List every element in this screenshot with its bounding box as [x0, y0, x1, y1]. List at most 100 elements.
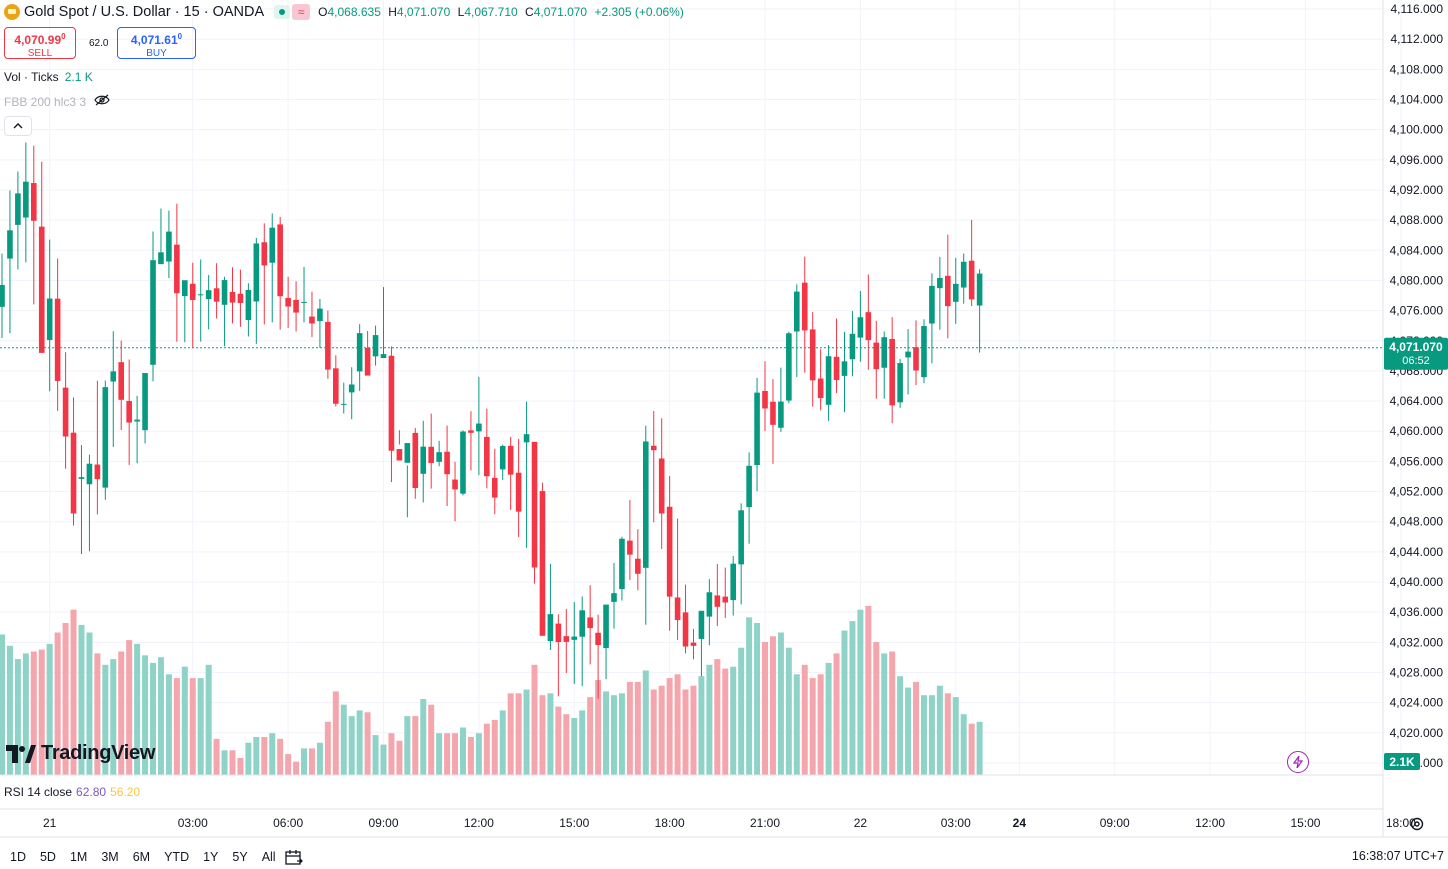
candle — [293, 281, 299, 332]
range-6m[interactable]: 6M — [132, 850, 151, 864]
time-tick-label: 09:00 — [368, 816, 398, 830]
range-5y[interactable]: 5Y — [232, 850, 248, 864]
volume-bar — [849, 621, 856, 775]
candle-body — [356, 333, 363, 372]
candle-body — [555, 623, 562, 643]
candle — [86, 454, 93, 552]
candle — [301, 266, 307, 323]
volume-bar — [78, 624, 85, 775]
lightning-icon[interactable] — [1287, 751, 1309, 773]
volume-bar — [809, 678, 816, 775]
candle-body — [921, 326, 927, 378]
candle-body — [547, 614, 554, 642]
go-to-date-icon[interactable] — [283, 847, 305, 867]
candle-body — [348, 384, 355, 393]
volume-bar — [754, 623, 761, 775]
volume-bar — [237, 757, 244, 775]
candle — [364, 331, 371, 376]
range-1d[interactable]: 1D — [10, 850, 26, 864]
candle-body — [460, 431, 466, 494]
volume-bar — [110, 659, 117, 775]
candle-body — [197, 294, 204, 296]
collapse-legend-button[interactable] — [4, 116, 32, 136]
candle-body — [619, 538, 625, 590]
range-5d[interactable]: 5D — [39, 850, 56, 864]
range-all[interactable]: All — [261, 850, 276, 864]
candle-body — [158, 252, 164, 265]
candle-body — [674, 597, 681, 621]
candle-body — [690, 642, 697, 646]
candle-body — [54, 298, 61, 381]
candle — [468, 411, 474, 471]
candle — [905, 328, 911, 395]
candle — [873, 320, 880, 399]
volume-bar — [889, 651, 896, 775]
range-1y[interactable]: 1Y — [203, 850, 219, 864]
chevron-up-icon — [13, 123, 23, 129]
settings-gear-icon[interactable] — [1408, 815, 1426, 833]
volume-legend[interactable]: Vol · Ticks 2.1 K — [4, 70, 93, 84]
candle-body — [960, 261, 967, 288]
price-tick-label: 4,036.000 — [1390, 605, 1444, 619]
volume-bar — [22, 653, 29, 775]
volume-bar — [38, 649, 45, 775]
volume-bar — [269, 733, 276, 775]
price-tick-label: 4,104.000 — [1390, 93, 1444, 107]
volume-bar — [769, 636, 776, 775]
range-1m[interactable]: 1M — [69, 850, 88, 864]
candle-body — [94, 464, 101, 480]
candle-body — [340, 403, 347, 405]
volume-bar — [968, 723, 975, 775]
rsi-legend[interactable]: RSI 14 close 62.80 56.20 — [4, 785, 140, 799]
candle-body — [825, 356, 832, 405]
volume-bar — [936, 685, 943, 775]
candle-body — [523, 434, 530, 443]
range-3m[interactable]: 3M — [101, 850, 119, 864]
candle — [770, 379, 776, 464]
buy-button[interactable]: 4,071.610 BUY — [117, 27, 196, 59]
volume-bar — [118, 651, 125, 775]
fbb-legend[interactable]: FBB 200 hlc3 3 — [4, 94, 110, 109]
tradingview-watermark[interactable]: TradingView — [6, 742, 155, 765]
candle — [62, 352, 69, 469]
candle-body — [182, 280, 188, 297]
volume-bar — [873, 642, 880, 775]
price-change: +2.305 (+0.06%) — [594, 5, 684, 19]
candle — [356, 324, 363, 391]
symbol-title[interactable]: Gold Spot / U.S. Dollar · 15 · OANDA — [24, 4, 265, 20]
sell-button[interactable]: 4,070.990 SELL — [4, 27, 76, 59]
volume-axis-value: 2.1K — [1389, 755, 1415, 769]
eye-hidden-icon[interactable] — [94, 94, 110, 109]
candle-body — [23, 181, 29, 218]
candle — [340, 382, 347, 414]
volume-bar — [483, 723, 490, 775]
candle-body — [428, 446, 434, 463]
sell-price: 4,070.99 — [14, 33, 62, 47]
price-tick-label: 4,100.000 — [1390, 123, 1444, 137]
price-tick-label: 4,096.000 — [1390, 153, 1444, 167]
timezone-clock[interactable]: 16:38:07 UTC+7 — [1351, 849, 1444, 863]
candle — [865, 274, 872, 370]
range-ytd[interactable]: YTD — [164, 850, 190, 864]
candle-body — [412, 432, 419, 488]
volume-bar — [690, 685, 697, 775]
price-tick-label: 4,052.000 — [1390, 485, 1444, 499]
candle-body — [746, 465, 752, 508]
candle-body — [420, 446, 427, 474]
candle — [817, 349, 824, 411]
wave-icon: ≈ — [292, 4, 311, 20]
candlesticks — [0, 142, 983, 699]
volume-bar — [897, 676, 904, 775]
candle-body — [976, 273, 983, 306]
volume-bar — [706, 664, 713, 775]
market-status[interactable]: ≈ — [274, 4, 311, 20]
volume-bar — [491, 719, 498, 775]
volume-bar — [467, 737, 474, 775]
volume-bar — [595, 680, 602, 775]
candle-body — [682, 612, 689, 647]
candle — [746, 452, 752, 544]
time-tick-label: 24 — [1013, 816, 1027, 830]
candle — [960, 253, 967, 304]
candle-body — [277, 224, 283, 297]
